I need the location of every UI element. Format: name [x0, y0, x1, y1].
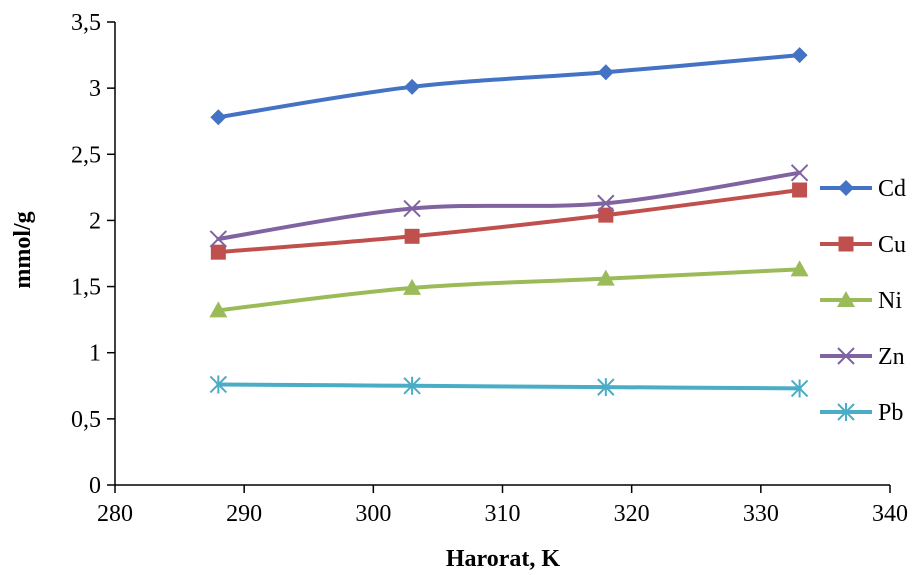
axes: 0 0,5 1 1,5 2 2,5 3 3,5 280 290 300 310 320 330 340	[71, 10, 908, 527]
x-tick-label: 330	[743, 501, 779, 527]
series-line-ni	[216, 267, 802, 313]
x-tick-label: 280	[97, 501, 133, 527]
data-point-cu	[792, 182, 808, 198]
marker-stroke	[597, 194, 615, 212]
y-tick-label: 2,5	[71, 142, 101, 168]
data-point-cu	[598, 207, 614, 223]
data-point-pb	[790, 379, 809, 398]
data-point-zn	[209, 230, 228, 248]
data-point-pb	[597, 378, 615, 397]
series-markers	[209, 47, 809, 398]
x-tick-label: 290	[226, 501, 262, 527]
marker-stroke	[837, 347, 855, 365]
data-point-cu	[210, 244, 226, 260]
y-tick-label: 0,5	[71, 407, 101, 433]
data-point-zn	[597, 194, 615, 212]
data-point-ni	[790, 260, 809, 277]
legend-label-ni: Ni	[878, 288, 902, 314]
series-line-zn	[216, 170, 802, 241]
x-tick-label: 340	[872, 501, 908, 527]
data-point-ni	[596, 269, 615, 286]
y-axis-title: mmol/g	[10, 211, 36, 288]
legend-item-cd: Cd	[820, 176, 906, 202]
legend-label-cd: Cd	[878, 176, 906, 202]
legend: Cd Cu Ni Zn Pb	[820, 176, 906, 426]
x-axis-title: Harorat, K	[446, 546, 561, 572]
data-point-cd	[404, 78, 421, 95]
y-tick-label: 2	[89, 208, 101, 234]
legend-marker-cd	[838, 180, 854, 196]
marker-stroke	[209, 230, 228, 248]
y-tick-label: 3,5	[71, 10, 101, 36]
legend-label-cu: Cu	[878, 232, 906, 258]
y-tick-label: 0	[89, 473, 101, 499]
legend-item-ni: Ni	[820, 288, 902, 314]
data-point-zn	[790, 164, 809, 182]
legend-label-zn: Zn	[878, 344, 905, 370]
legend-label-pb: Pb	[878, 400, 903, 426]
legend-marker-cu	[838, 236, 854, 252]
legend-marker-ni	[837, 291, 855, 307]
x-tick-label: 300	[355, 501, 391, 527]
series-line-cu	[216, 188, 802, 255]
y-tick-label: 1,5	[71, 275, 101, 301]
data-point-zn	[403, 199, 421, 218]
data-point-cd	[791, 47, 808, 64]
series-lines	[216, 53, 802, 391]
data-point-cd	[597, 64, 614, 81]
legend-marker-zn	[837, 347, 855, 365]
data-point-ni	[209, 301, 228, 318]
legend-item-pb: Pb	[820, 400, 903, 426]
legend-marker-pb	[837, 403, 855, 421]
legend-item-zn: Zn	[820, 344, 905, 370]
data-point-pb	[403, 376, 421, 395]
data-point-pb	[209, 375, 228, 394]
marker-stroke	[403, 199, 421, 218]
x-tick-label: 310	[485, 501, 521, 527]
data-point-ni	[403, 278, 422, 295]
marker-stroke	[790, 164, 809, 182]
x-tick-label: 320	[614, 501, 650, 527]
y-tick-label: 3	[89, 76, 101, 102]
series-line-cd	[216, 53, 802, 120]
series-line-pb	[216, 382, 802, 391]
y-tick-label: 1	[89, 341, 101, 367]
data-point-cu	[404, 228, 420, 244]
data-point-cd	[210, 109, 227, 126]
legend-item-cu: Cu	[820, 232, 906, 258]
